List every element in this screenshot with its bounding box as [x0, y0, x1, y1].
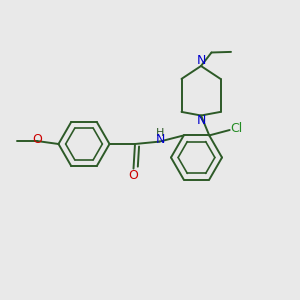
Text: H: H	[156, 128, 164, 138]
Text: N: N	[155, 133, 165, 146]
Text: N: N	[196, 54, 206, 67]
Text: N: N	[196, 114, 206, 128]
Text: Cl: Cl	[230, 122, 242, 135]
Text: O: O	[129, 169, 138, 182]
Text: O: O	[32, 133, 42, 146]
